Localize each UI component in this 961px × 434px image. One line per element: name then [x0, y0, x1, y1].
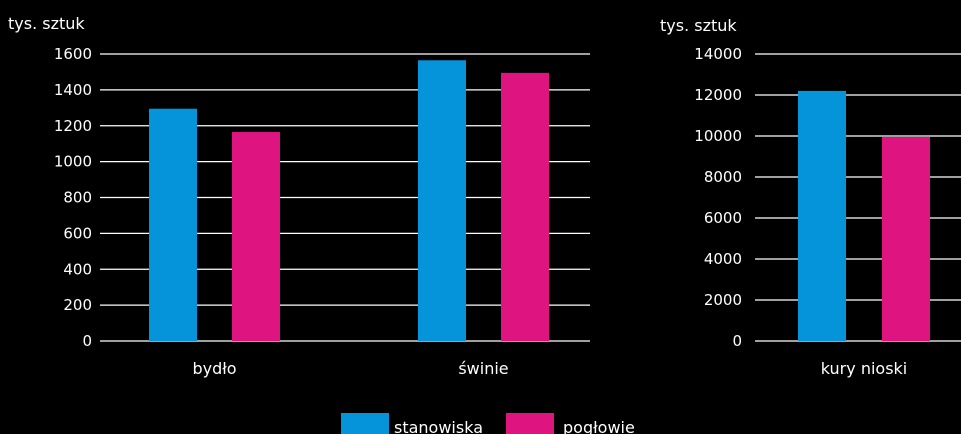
left-ytick-label: 1600 [54, 45, 92, 63]
left-ytick-label: 800 [63, 189, 92, 207]
left-bar-poglowie [232, 132, 280, 341]
right-ytick-label: 2000 [704, 291, 742, 309]
right-ytick-label: 6000 [704, 209, 742, 227]
right-ytick-label: 10000 [694, 127, 742, 145]
left-unit-label: tys. sztuk [8, 14, 85, 33]
left-category-label: bydło [192, 359, 236, 378]
left-ytick-label: 1000 [54, 153, 92, 171]
left-bar-stanowiska [149, 108, 197, 341]
legend-swatch-stanowiska [341, 413, 389, 434]
right-bar-poglowie [882, 137, 930, 341]
chart-right-hens: tys. sztuk 0 2000 4000 6000 8000 10000 12000 14… [660, 16, 961, 378]
right-bar-stanowiska [798, 90, 846, 342]
left-category-label: świnie [458, 359, 508, 378]
right-unit-label: tys. sztuk [660, 16, 737, 35]
left-ytick-label: 200 [63, 296, 92, 314]
right-ytick-label: 12000 [694, 86, 742, 104]
left-ytick-label: 400 [63, 260, 92, 278]
right-ytick-label: 4000 [704, 250, 742, 268]
left-ytick-label: 600 [63, 224, 92, 242]
right-ytick-label: 0 [732, 332, 742, 350]
legend-label-poglowie: pogłowie [563, 418, 635, 434]
legend-label-stanowiska: stanowiska [394, 418, 483, 434]
right-category-label: kury nioski [821, 359, 907, 378]
left-bar-stanowiska [418, 60, 466, 341]
left-ytick-label: 0 [82, 332, 92, 350]
legend: stanowiska pogłowie [341, 413, 635, 434]
legend-swatch-poglowie [506, 413, 554, 434]
right-ytick-label: 8000 [704, 168, 742, 186]
right-ytick-label: 14000 [694, 45, 742, 63]
left-ytick-label: 1400 [54, 81, 92, 99]
left-ytick-label: 1200 [54, 117, 92, 135]
chart-left-livestock: tys. sztuk 0 200 400 600 800 1000 1200 1400 1600… [8, 14, 590, 378]
left-bar-poglowie [501, 72, 549, 341]
